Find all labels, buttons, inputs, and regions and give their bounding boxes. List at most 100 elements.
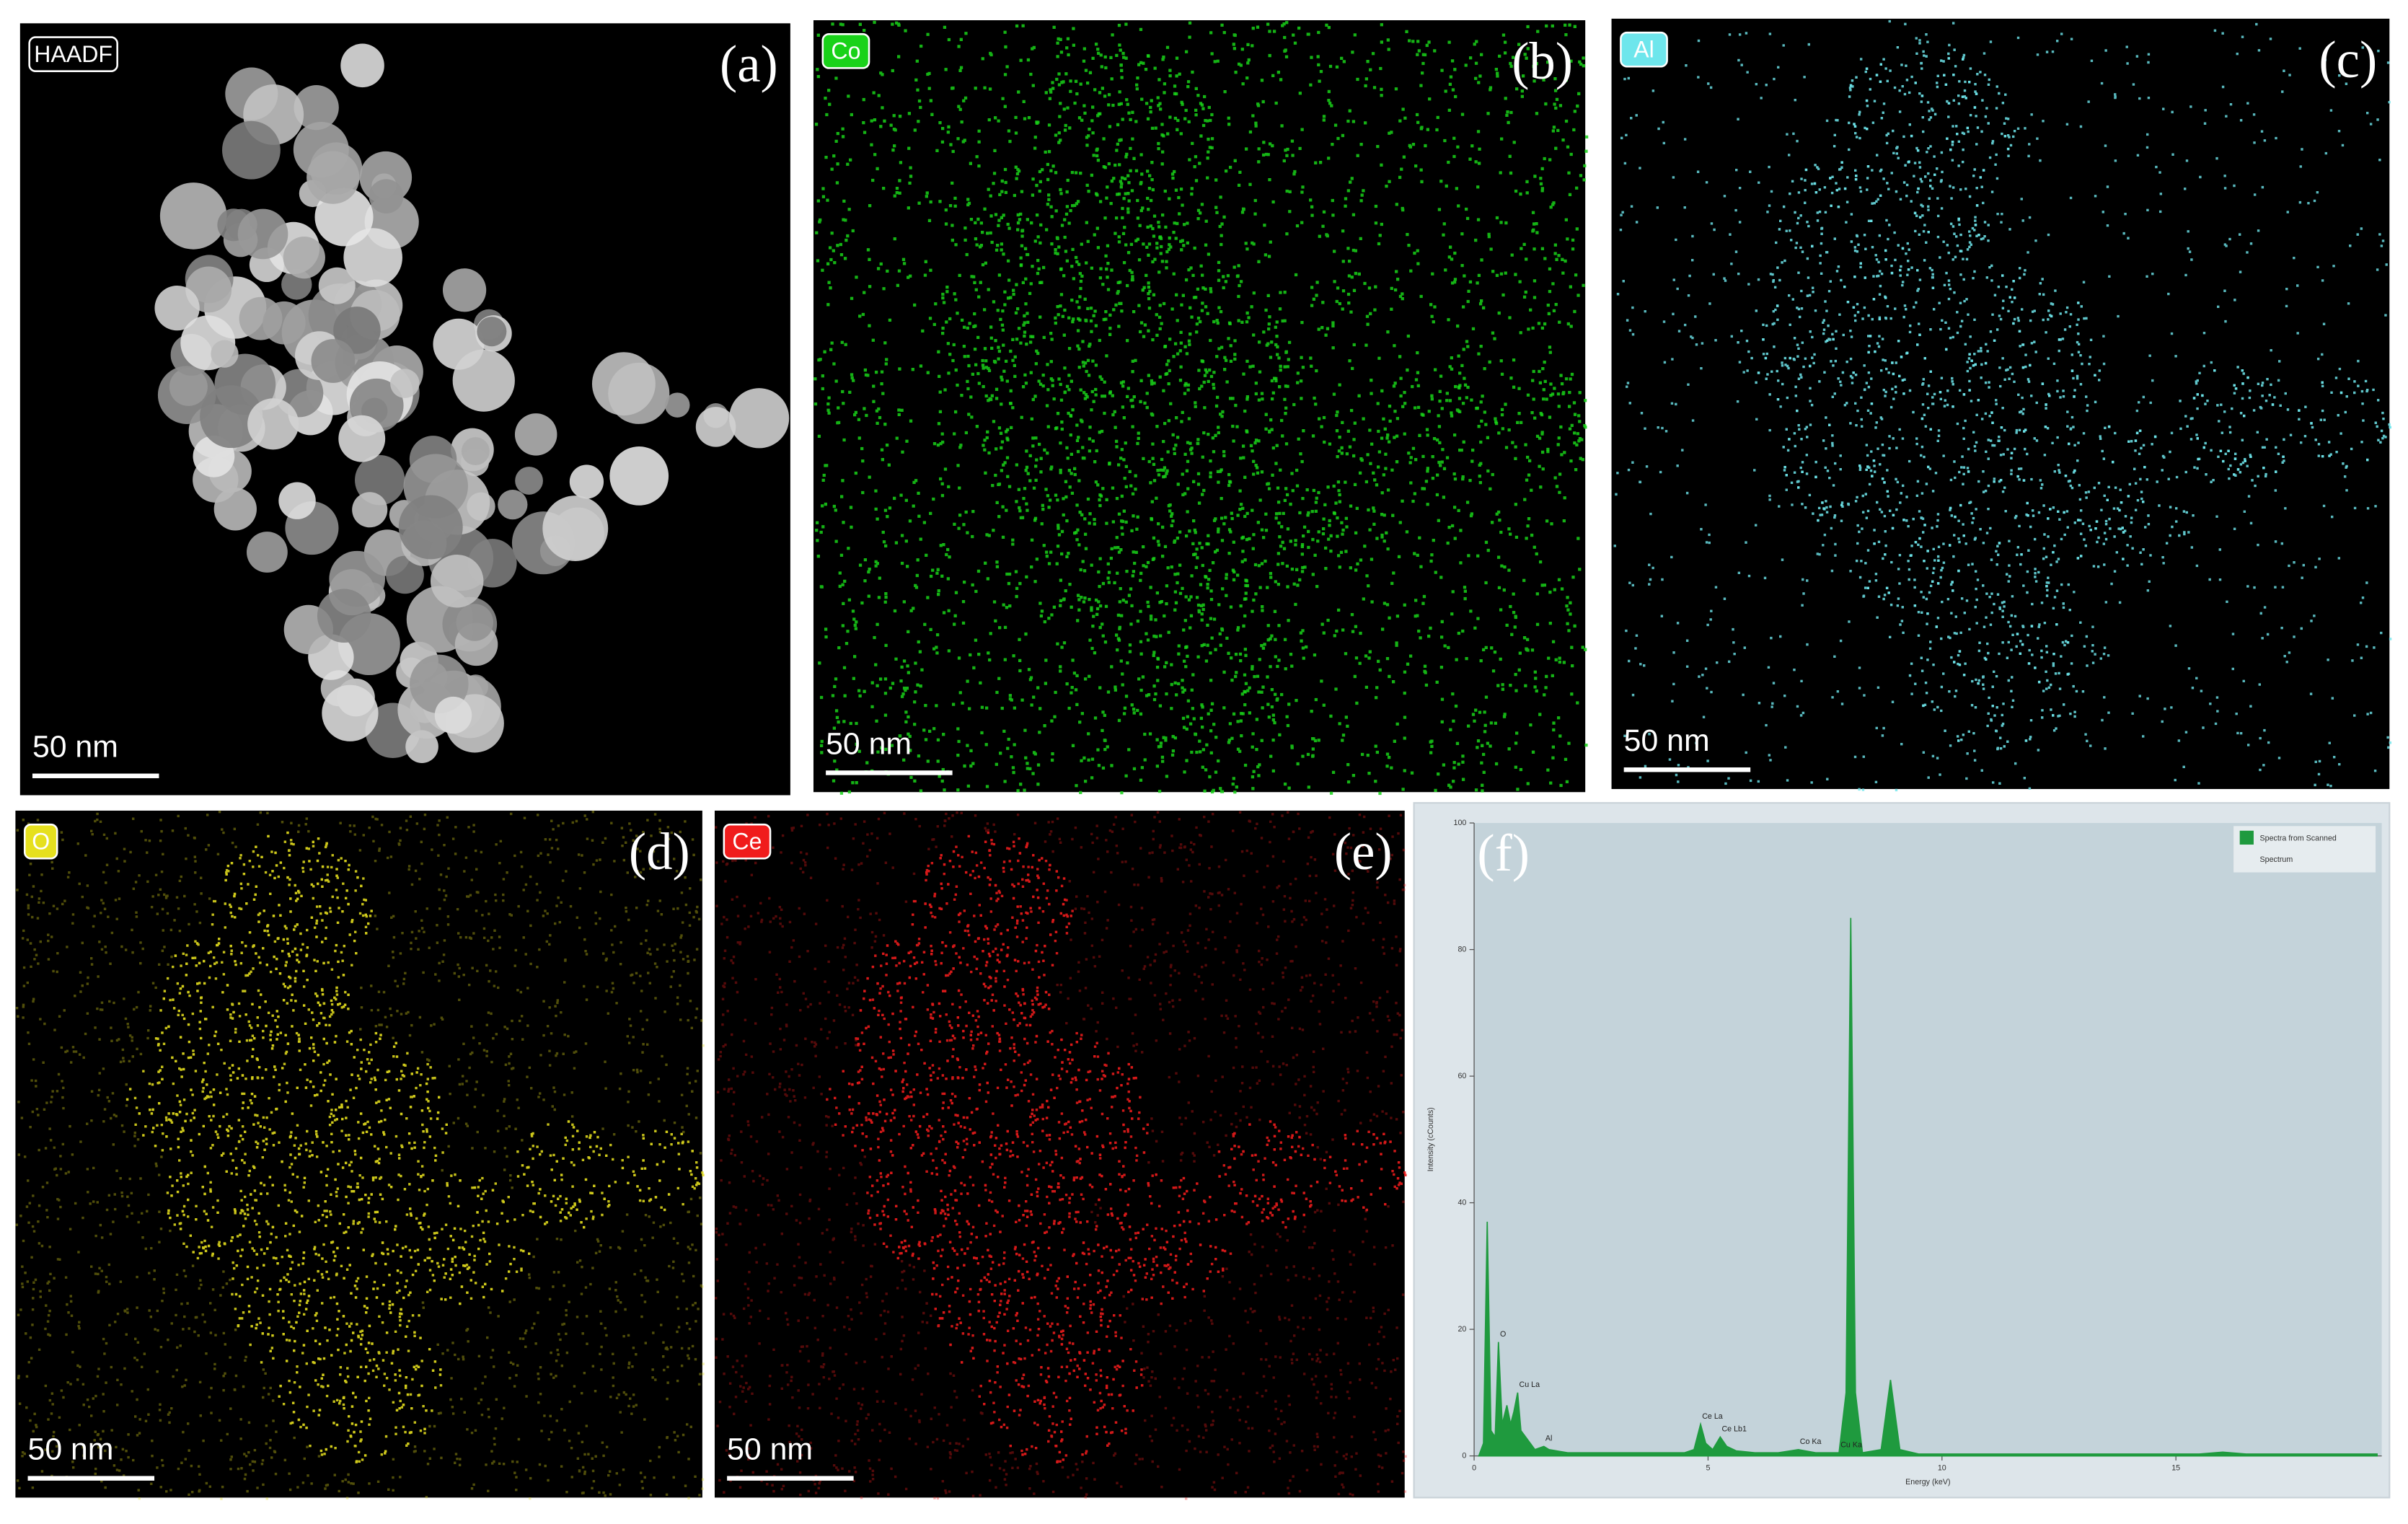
particle bbox=[338, 415, 386, 462]
particle bbox=[442, 268, 487, 312]
particle bbox=[609, 446, 669, 506]
element-map-dots bbox=[1737, 42, 2391, 751]
particle bbox=[695, 407, 736, 447]
x-tick-label: 5 bbox=[1706, 1464, 1710, 1473]
particle bbox=[591, 352, 656, 416]
particle bbox=[729, 388, 790, 449]
particle bbox=[369, 179, 404, 213]
x-tick-label: 15 bbox=[2171, 1464, 2180, 1473]
particle bbox=[263, 301, 306, 345]
y-tick-label: 0 bbox=[1462, 1451, 1466, 1460]
particle bbox=[237, 208, 288, 260]
element-tag-box bbox=[1620, 31, 1668, 68]
particle bbox=[477, 317, 507, 347]
scale-bar-label: 50 nm bbox=[28, 1432, 114, 1466]
micrograph bbox=[1611, 18, 2390, 789]
particle bbox=[434, 696, 472, 734]
peak-label: Co Ka bbox=[1800, 1437, 1822, 1446]
particle bbox=[398, 495, 463, 560]
scale-bar bbox=[727, 1476, 854, 1481]
particle bbox=[430, 555, 484, 608]
x-tick-label: 0 bbox=[1472, 1464, 1476, 1473]
particle bbox=[294, 84, 339, 131]
particle bbox=[311, 339, 356, 383]
scale-bar-label: 50 nm bbox=[826, 726, 912, 761]
y-tick-label: 100 bbox=[1454, 819, 1467, 827]
scale-bar bbox=[32, 773, 159, 778]
panel-label: (a) bbox=[720, 35, 778, 93]
element-map-dots bbox=[125, 831, 705, 1463]
peak-label: Cu La bbox=[1520, 1380, 1540, 1389]
particle bbox=[283, 237, 325, 279]
element-map-dots bbox=[826, 831, 1407, 1463]
particle bbox=[278, 482, 316, 519]
particle bbox=[322, 684, 379, 741]
particle bbox=[333, 307, 381, 354]
peak-label: Cu Ka bbox=[1840, 1440, 1862, 1449]
element-tag: Ce bbox=[732, 828, 762, 854]
scale-bar-label: 50 nm bbox=[32, 730, 118, 765]
particle bbox=[247, 398, 299, 450]
peak-label: Al bbox=[1545, 1435, 1553, 1443]
particle bbox=[159, 182, 227, 250]
element-tag: Co bbox=[831, 38, 860, 63]
peak-label: Ce Lb1 bbox=[1721, 1424, 1747, 1433]
micrograph bbox=[813, 20, 1586, 793]
element-tag: Al bbox=[1633, 36, 1654, 62]
legend-entry: Spectra from Scanned bbox=[2260, 834, 2337, 842]
element-tag-box bbox=[23, 823, 58, 860]
particle bbox=[405, 730, 438, 763]
particle bbox=[498, 489, 528, 520]
particle bbox=[317, 589, 371, 643]
y-tick-label: 40 bbox=[1457, 1198, 1466, 1207]
element-tag: HAADF bbox=[34, 41, 113, 67]
element-tag-box bbox=[28, 36, 118, 72]
particle bbox=[221, 120, 281, 180]
particle bbox=[390, 369, 420, 398]
element-tag: O bbox=[32, 828, 50, 854]
peak-label: O bbox=[1500, 1330, 1506, 1339]
particle bbox=[456, 604, 494, 641]
panel-label: (f) bbox=[1477, 824, 1530, 882]
panel-label: (e) bbox=[1334, 822, 1393, 881]
spectrum bbox=[1478, 917, 2378, 1457]
particle bbox=[306, 151, 360, 204]
y-tick-label: 20 bbox=[1457, 1325, 1466, 1334]
particle bbox=[154, 285, 200, 331]
micrograph bbox=[15, 810, 702, 1498]
legend-swatch bbox=[2239, 830, 2254, 845]
particle bbox=[664, 392, 690, 418]
element-map-dots bbox=[15, 810, 705, 1500]
particle bbox=[569, 464, 604, 499]
plot-area bbox=[1474, 823, 2382, 1456]
scale-bar bbox=[27, 1476, 155, 1481]
particle bbox=[343, 228, 402, 287]
particle bbox=[542, 495, 609, 562]
particle bbox=[461, 437, 490, 466]
scale-bar bbox=[826, 770, 953, 775]
y-axis-label: Intensity (cCounts) bbox=[1426, 1107, 1435, 1171]
scale-bar-label: 50 nm bbox=[1624, 723, 1710, 758]
x-axis-label: Energy (keV) bbox=[1905, 1478, 1950, 1486]
particle bbox=[340, 43, 384, 88]
panel-label: (c) bbox=[2319, 30, 2377, 89]
y-tick-label: 60 bbox=[1457, 1072, 1466, 1080]
panel-label: (d) bbox=[629, 822, 690, 881]
particle bbox=[247, 532, 288, 573]
legend-subtitle: Spectrum bbox=[2260, 855, 2293, 864]
particle bbox=[352, 492, 388, 528]
particle bbox=[211, 340, 239, 368]
particle bbox=[515, 467, 543, 495]
y-tick-label: 80 bbox=[1457, 945, 1466, 953]
legend-box bbox=[2233, 826, 2376, 873]
scale-bar-label: 50 nm bbox=[727, 1432, 813, 1466]
particle bbox=[200, 385, 263, 449]
particle bbox=[514, 413, 557, 456]
x-tick-label: 10 bbox=[1938, 1464, 1946, 1473]
particle bbox=[386, 555, 424, 594]
panel-label: (b) bbox=[1512, 32, 1573, 90]
particle bbox=[452, 349, 515, 412]
element-tag-box bbox=[723, 823, 772, 860]
micrograph bbox=[714, 810, 1405, 1498]
